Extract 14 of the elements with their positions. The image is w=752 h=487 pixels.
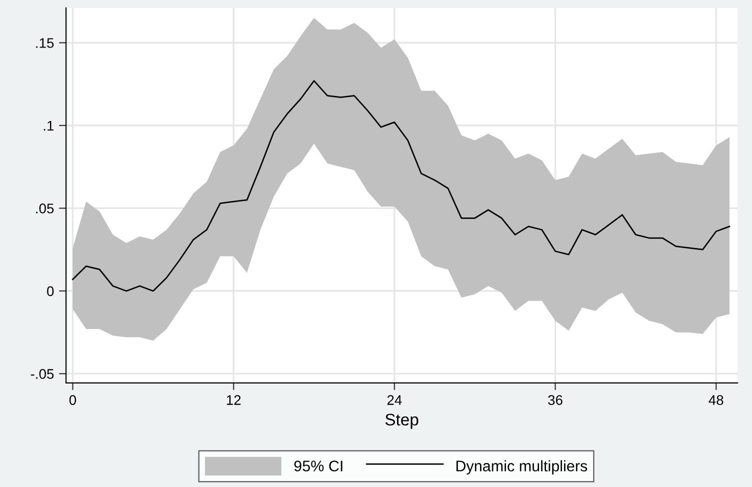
x-tick-label: 24	[387, 395, 402, 405]
y-tick-label: -.05	[30, 369, 54, 379]
legend-label: Dynamic multipliers	[456, 460, 588, 474]
y-tick-label: .05	[36, 204, 54, 214]
y-tick-label: .1	[44, 120, 54, 131]
x-axis-title: Step	[385, 414, 418, 429]
line-series	[72, 80, 730, 292]
y-tick-label: 0	[47, 286, 54, 296]
x-tick-label: 36	[548, 395, 562, 405]
x-tick-label: 12	[226, 395, 241, 405]
x-tick-label: 0	[69, 395, 76, 405]
text: 95% CI	[294, 460, 342, 472]
x-tick-label: 48	[708, 395, 724, 405]
y-tick-label: .15	[36, 38, 54, 48]
